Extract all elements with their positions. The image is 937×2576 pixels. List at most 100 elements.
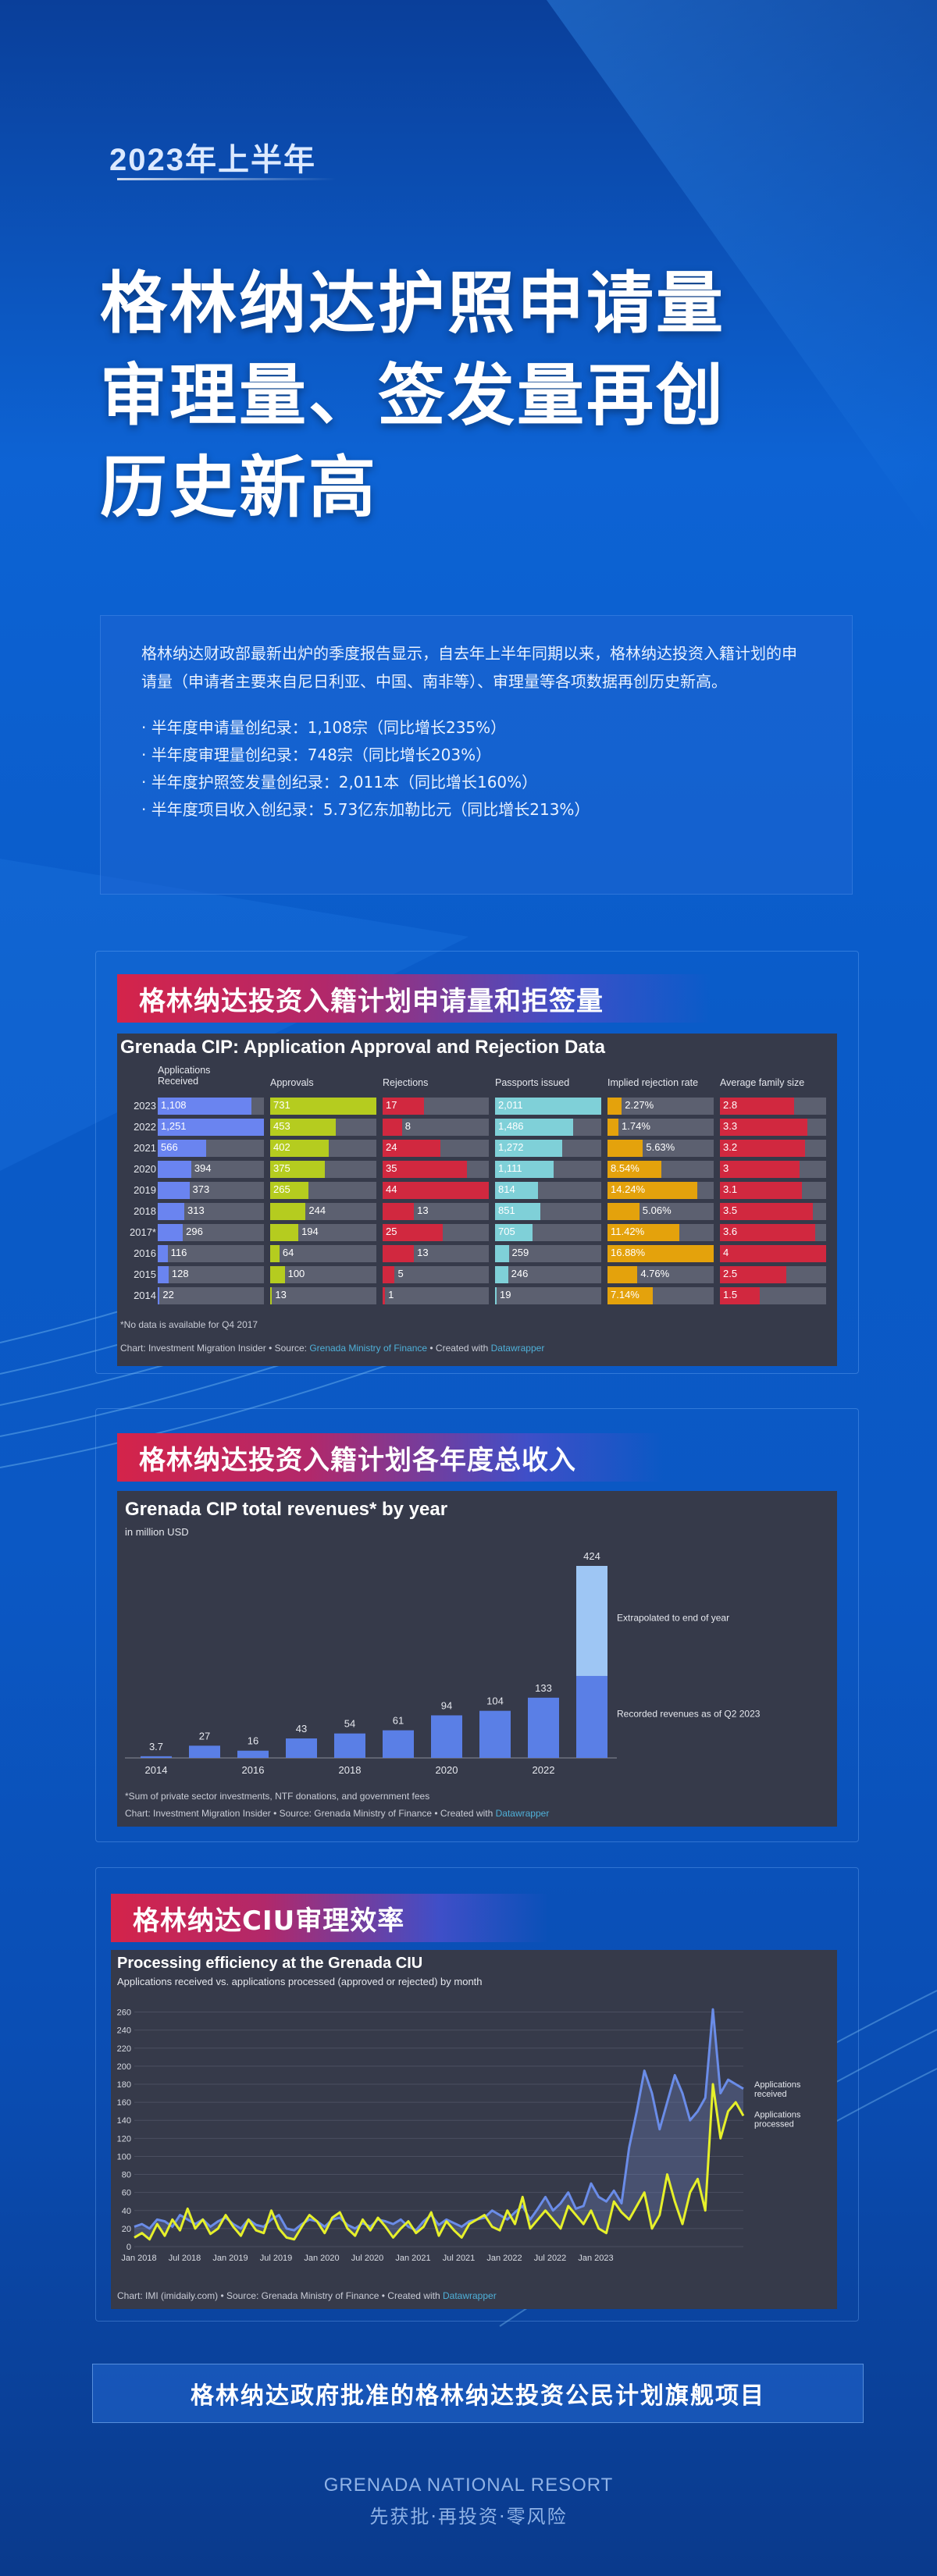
cell-bar — [158, 1224, 183, 1241]
cell-bar — [270, 1287, 273, 1304]
table-cell: 1.5 — [720, 1287, 826, 1304]
table-cell: 1,272 — [495, 1140, 601, 1157]
cell-value: 5.06% — [642, 1204, 672, 1216]
cell-value: 3.1 — [723, 1183, 738, 1195]
y-tick-label: 120 — [117, 2134, 131, 2144]
cell-value: 246 — [511, 1268, 529, 1279]
datawrapper-link[interactable]: Datawrapper — [495, 1808, 550, 1819]
x-tick-label: Jan 2023 — [578, 2254, 613, 2263]
table-cell: 100 — [270, 1266, 376, 1283]
datawrapper-link[interactable]: Datawrapper — [442, 2290, 497, 2301]
table-cell: 313 — [158, 1203, 264, 1220]
intro-box: 格林纳达财政部最新出炉的季度报告显示，自去年上半年同期以来，格林纳达投资入籍计划… — [100, 615, 853, 895]
cell-bar — [720, 1266, 786, 1283]
section-2-title: 格林纳达投资入籍计划各年度总收入 — [117, 1433, 664, 1482]
row-year: 2023 — [134, 1100, 156, 1112]
cell-value: 3 — [723, 1162, 729, 1174]
row-year: 2016 — [134, 1247, 156, 1259]
cell-value: 566 — [161, 1141, 178, 1153]
table-cell: 14.24% — [607, 1182, 714, 1199]
cell-value: 1.74% — [622, 1120, 650, 1132]
received-line — [134, 2008, 744, 2232]
cell-bar — [720, 1245, 826, 1262]
row-year: 2015 — [134, 1268, 156, 1280]
cell-bar — [720, 1161, 800, 1178]
table-cell: 3.1 — [720, 1182, 826, 1199]
revenue-bar — [576, 1675, 607, 1758]
cell-value: 16.88% — [611, 1247, 646, 1258]
cell-bar — [270, 1098, 376, 1115]
cell-value: 11.42% — [611, 1226, 645, 1237]
cell-value: 1,251 — [161, 1120, 187, 1132]
cell-bar — [495, 1224, 533, 1241]
cell-value: 394 — [194, 1162, 212, 1174]
brand-slogan: 先获批·再投资·零风险 — [369, 2506, 568, 2528]
headline: 格林纳达护照申请量 审理量、签发量再创 历史新高 — [100, 258, 865, 534]
x-tick-label: 2018 — [339, 1764, 362, 1776]
row-year: 2020 — [134, 1163, 156, 1175]
table-cell: 3.2 — [720, 1140, 826, 1157]
y-tick-label: 160 — [117, 2098, 131, 2108]
table-cell: 1,108 — [158, 1098, 264, 1115]
series-label-received: Applications received — [754, 2080, 801, 2099]
source-link[interactable]: Grenada Ministry of Finance — [309, 1343, 428, 1354]
source-text: Chart: Investment Migration Insider • So… — [125, 1808, 496, 1819]
cell-value: 259 — [511, 1247, 529, 1258]
row-year: 2021 — [134, 1142, 156, 1154]
y-tick-label: 20 — [122, 2225, 131, 2234]
cell-bar — [720, 1098, 795, 1115]
cell-bar — [495, 1119, 574, 1136]
cell-bar — [607, 1203, 640, 1220]
cell-value: 116 — [170, 1247, 187, 1258]
revenue-bar — [431, 1715, 462, 1758]
cell-bar — [720, 1182, 803, 1199]
table-cell: 3.6 — [720, 1224, 826, 1241]
table-cell: 35 — [383, 1161, 489, 1178]
bar-value-label: 27 — [199, 1730, 210, 1742]
bar-value-label: 3.7 — [149, 1741, 163, 1752]
cell-value: 2.8 — [723, 1099, 738, 1111]
x-tick-label: 2016 — [242, 1764, 265, 1776]
revenue-bar — [383, 1730, 414, 1758]
x-tick-label: Jul 2021 — [443, 2254, 476, 2263]
cell-bar — [270, 1266, 285, 1283]
cell-value: 17 — [386, 1099, 397, 1111]
cell-value: 1 — [388, 1289, 394, 1300]
cell-value: 7.14% — [611, 1289, 640, 1300]
cell-value: 296 — [186, 1226, 203, 1237]
processing-source: Chart: IMI (imidaily.com) • Source: Gren… — [117, 2290, 497, 2301]
cell-value: 244 — [308, 1204, 326, 1216]
cell-value: 1,272 — [498, 1141, 524, 1153]
y-tick-label: 0 — [126, 2243, 131, 2252]
section-application-data — [95, 951, 859, 1374]
table-cell: 1 — [383, 1287, 489, 1304]
cell-bar — [720, 1224, 816, 1241]
cell-value: 13 — [417, 1247, 429, 1258]
y-tick-label: 140 — [117, 2116, 131, 2126]
processing-chart-subtitle: Applications received vs. applications p… — [117, 1976, 483, 1987]
revenue-bar — [479, 1710, 511, 1758]
column-header: Applications Received — [158, 1065, 211, 1087]
cell-value: 8 — [404, 1120, 411, 1132]
table-cell: 244 — [270, 1203, 376, 1220]
table-cell: 11.42% — [607, 1224, 714, 1241]
cell-value: 19 — [500, 1289, 511, 1300]
cell-bar — [607, 1182, 697, 1199]
cell-value: 4.76% — [640, 1268, 670, 1279]
datawrapper-link[interactable]: Datawrapper — [490, 1343, 545, 1354]
table-note: *No data is available for Q4 2017 — [120, 1319, 258, 1330]
table-cell: 1.74% — [607, 1119, 714, 1136]
column-header: Approvals — [270, 1077, 314, 1088]
intro-bullet: 半年度护照签发量创纪录：2,011本（同比增长160%） — [141, 769, 811, 796]
x-tick-label: Jan 2019 — [212, 2254, 248, 2263]
table-cell: 24 — [383, 1140, 489, 1157]
cell-bar — [383, 1224, 444, 1241]
table-cell: 13 — [270, 1287, 376, 1304]
section-processing — [95, 1867, 859, 2322]
y-tick-label: 100 — [117, 2152, 131, 2161]
table-cell: 3 — [720, 1161, 826, 1178]
cell-value: 194 — [301, 1226, 319, 1237]
bar-value-label: 43 — [296, 1723, 307, 1735]
revenue-note: *Sum of private sector investments, NTF … — [125, 1791, 430, 1802]
table-cell: 2.5 — [720, 1266, 826, 1283]
